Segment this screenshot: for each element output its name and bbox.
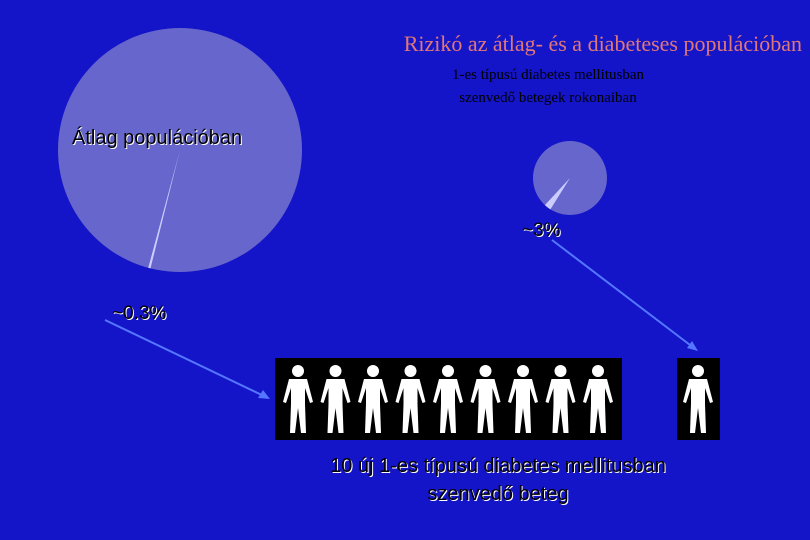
person-icon <box>433 365 463 433</box>
person-head <box>692 365 704 377</box>
person-body <box>545 379 576 433</box>
person-head <box>517 365 529 377</box>
person-body <box>395 379 426 433</box>
person-body <box>283 379 313 433</box>
person-icon <box>283 365 313 433</box>
person-icon <box>470 365 501 433</box>
arrow-head <box>258 390 270 399</box>
person-body <box>508 379 538 433</box>
arrow <box>551 239 695 349</box>
pie-title: szenvedő betegek rokonaiban <box>459 90 637 106</box>
caption: 10 új 1-es típusú diabetes mellitusban <box>330 455 666 477</box>
pie-slice <box>544 178 570 210</box>
slide-title: Rizikó az átlag- és a diabeteses populác… <box>404 31 802 56</box>
person-body <box>583 379 613 433</box>
person-icon <box>320 365 351 433</box>
value-label: ~3% <box>522 220 561 241</box>
person-body <box>433 379 463 433</box>
person-head <box>592 365 604 377</box>
pie-slice <box>148 150 180 269</box>
pie-title: Átlag populációban <box>72 126 242 149</box>
arrow <box>104 319 267 398</box>
person-head <box>292 365 304 377</box>
person-body <box>320 379 351 433</box>
person-body <box>358 379 388 433</box>
pie-title: 1-es típusú diabetes mellitusban <box>452 67 645 83</box>
person-head <box>404 365 417 377</box>
person-head <box>367 365 379 377</box>
arrow-head <box>687 341 698 351</box>
person-icon <box>583 365 613 433</box>
person-head <box>329 365 342 377</box>
person-head <box>554 365 567 377</box>
person-icon <box>545 365 576 433</box>
value-label: ~0.3% <box>112 303 167 324</box>
person-body <box>683 379 713 433</box>
person-icon <box>683 365 713 433</box>
person-icon <box>508 365 538 433</box>
person-icon <box>395 365 426 433</box>
person-head <box>442 365 454 377</box>
caption: szenvedő beteg <box>427 483 568 505</box>
person-head <box>479 365 492 377</box>
person-body <box>470 379 501 433</box>
person-icon <box>358 365 388 433</box>
